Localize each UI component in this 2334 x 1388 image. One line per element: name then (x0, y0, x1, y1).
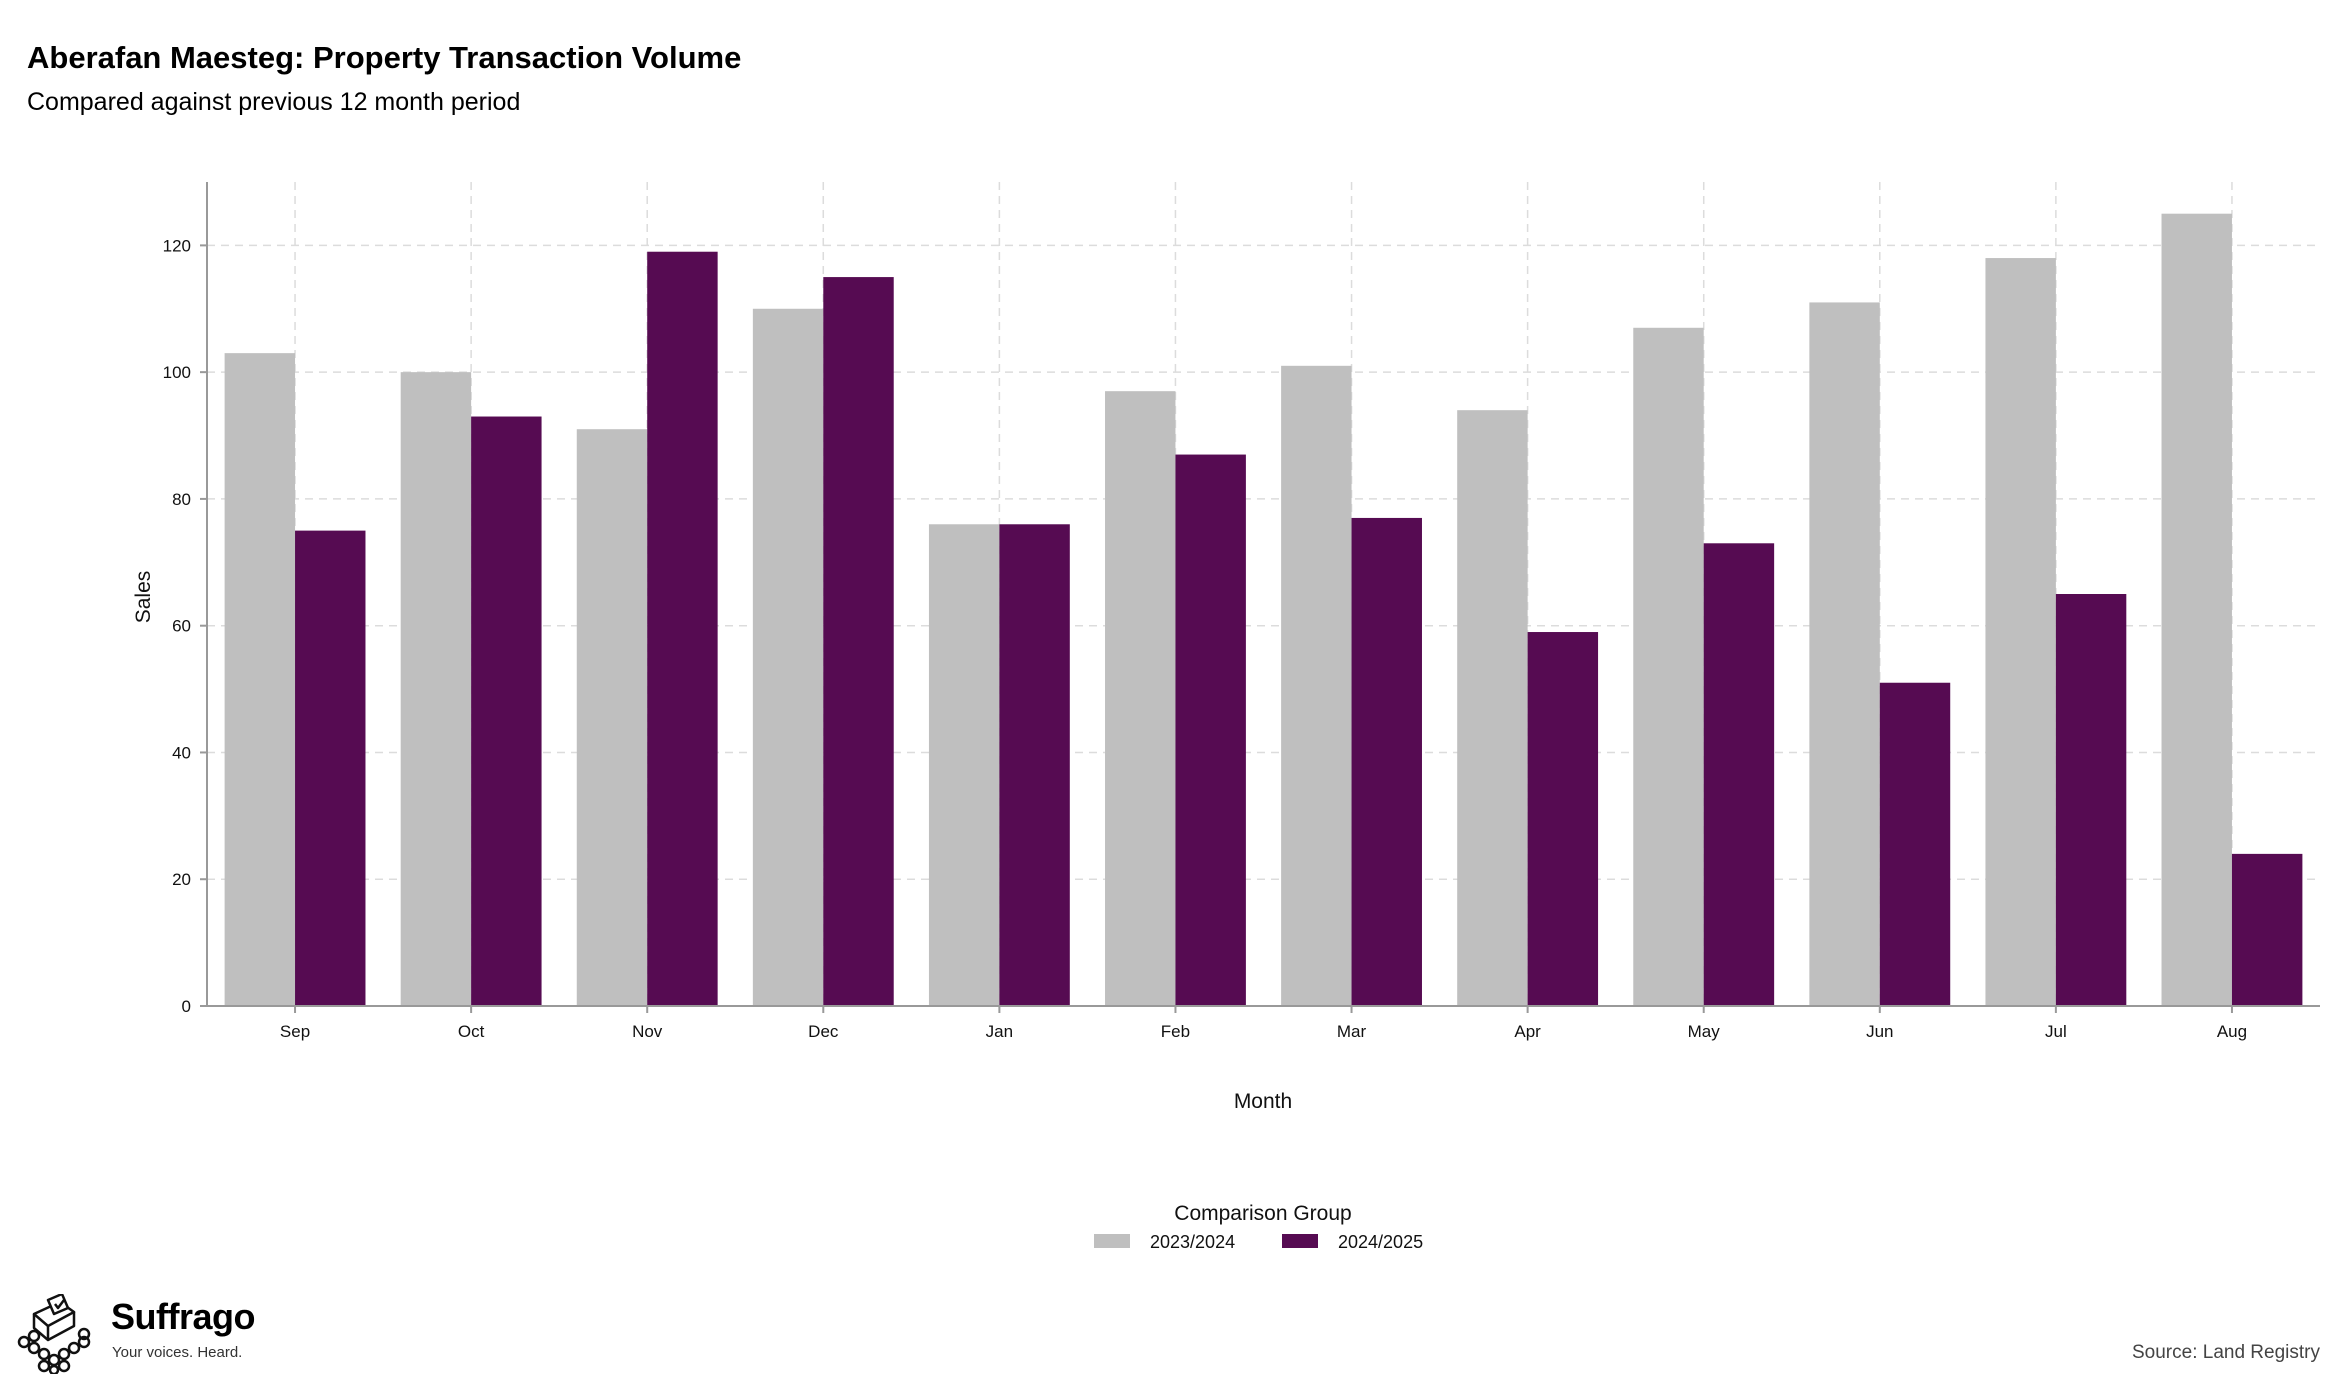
axes (200, 182, 2320, 1013)
y-tick-label: 60 (172, 617, 191, 636)
legend-title: Comparison Group (1174, 1202, 1351, 1225)
chart-title: Aberafan Maesteg: Property Transaction V… (27, 40, 742, 75)
x-tick-label: May (1688, 1022, 1721, 1041)
x-tick-label: Apr (1514, 1022, 1541, 1041)
legend-label: 2024/2025 (1338, 1232, 1423, 1252)
brand-name: Suffrago (111, 1296, 256, 1337)
bar-nov-series-2 (647, 251, 718, 1006)
bar-dec-series-1 (752, 308, 824, 1006)
bar-jan-series-2 (999, 524, 1070, 1006)
ballot-box-icon (17, 1294, 91, 1374)
bars (224, 213, 2303, 1007)
source-note: Source: Land Registry (2132, 1342, 2320, 1363)
bar-feb-series-2 (1175, 454, 1246, 1006)
x-tick-label: Jan (986, 1022, 1013, 1041)
chart-subtitle: Compared against previous 12 month perio… (27, 88, 521, 116)
y-tick-label: 40 (172, 743, 191, 762)
bar-apr-series-1 (1457, 410, 1528, 1007)
bar-jul-series-2 (2055, 594, 2127, 1006)
y-tick-label: 20 (172, 870, 191, 889)
y-tick-label: 80 (172, 490, 191, 509)
x-tick-label: Jun (1866, 1022, 1893, 1041)
brand-block: Suffrago Your voices. Heard. (14, 1294, 274, 1374)
y-tick-label: 120 (163, 236, 191, 255)
bar-may-series-1 (1633, 327, 1704, 1006)
y-tick-label: 0 (182, 997, 191, 1016)
x-tick-label: Mar (1337, 1022, 1367, 1041)
x-axis-title: Month (1234, 1090, 1292, 1113)
bar-jul-series-1 (1985, 258, 2056, 1006)
bar-nov-series-1 (576, 429, 648, 1006)
bar-oct-series-1 (400, 372, 472, 1007)
legend-swatch (1094, 1234, 1130, 1248)
bar-sep-series-1 (224, 353, 296, 1007)
legend-swatch (1282, 1234, 1318, 1248)
x-tick-label: Feb (1161, 1022, 1190, 1041)
legend: Comparison Group 2023/2024 2024/2025 (1094, 1202, 1423, 1252)
bar-mar-series-1 (1281, 365, 1352, 1006)
bar-oct-series-2 (471, 416, 542, 1006)
bar-apr-series-2 (1527, 632, 1599, 1006)
bar-sep-series-2 (295, 530, 366, 1006)
legend-label: 2023/2024 (1150, 1232, 1235, 1252)
bar-aug-series-2 (2231, 853, 2303, 1006)
bar-jun-series-1 (1809, 302, 1880, 1006)
x-tick-label: Nov (632, 1022, 663, 1041)
bar-may-series-2 (1703, 543, 1775, 1006)
bar-jun-series-2 (1879, 682, 1951, 1006)
x-tick-label: Oct (458, 1022, 485, 1041)
bar-jan-series-1 (928, 524, 1000, 1006)
bar-feb-series-1 (1105, 391, 1176, 1007)
x-tick-label: Sep (280, 1022, 310, 1041)
x-tick-label: Dec (808, 1022, 839, 1041)
bar-aug-series-1 (2161, 213, 2232, 1006)
bar-dec-series-2 (823, 277, 894, 1007)
y-tick-label: 100 (163, 363, 191, 382)
bar-mar-series-2 (1351, 517, 1422, 1006)
x-tick-label: Aug (2217, 1022, 2247, 1041)
y-axis-title: Sales (132, 571, 155, 624)
brand-tagline: Your voices. Heard. (112, 1344, 243, 1361)
tick-labels: 0 20 40 60 80 100 120 Sep Oct Nov Dec Jan Feb Mar Apr M… (163, 236, 2247, 1041)
x-tick-label: Jul (2045, 1022, 2067, 1041)
